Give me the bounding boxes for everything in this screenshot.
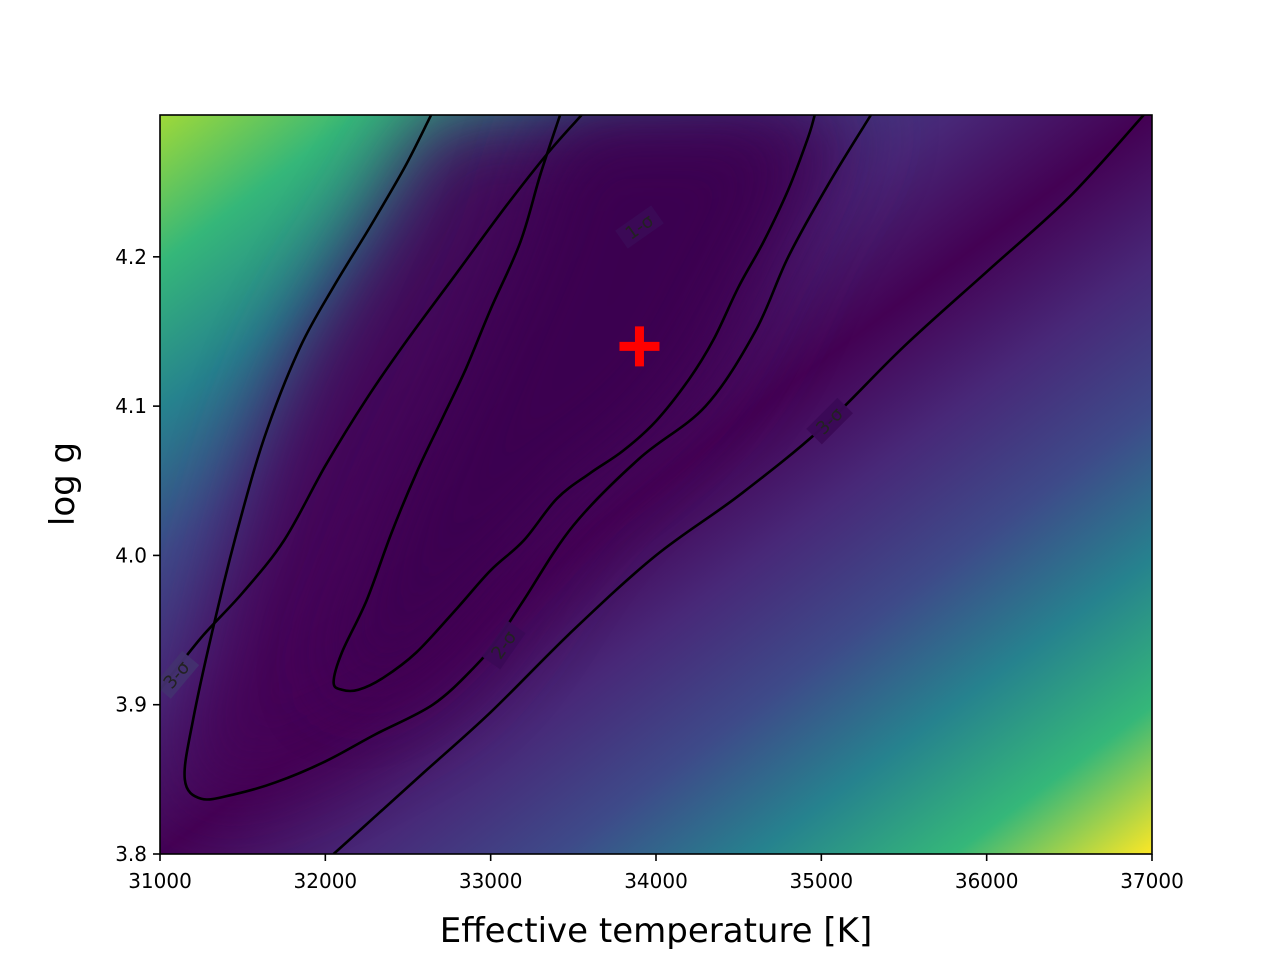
y-axis-ticks: 3.8 3.9 4.0 4.1 4.2 [115, 245, 160, 866]
heatmap-minimum-core [333, 115, 815, 692]
contour-line-3sigma-lower [332, 115, 1145, 854]
plot-area: 1-σ2-σ3-σ3-σ [160, 115, 1152, 854]
y-tick-label: 3.9 [115, 693, 147, 717]
x-axis-label: Effective temperature [K] [440, 911, 873, 951]
contour-line-3sigma [160, 115, 583, 691]
y-tick-label: 4.2 [115, 245, 147, 269]
x-tick-label: 33000 [459, 869, 523, 893]
x-tick-label: 36000 [955, 869, 1019, 893]
x-tick-label: 32000 [294, 869, 358, 893]
y-tick-label: 3.8 [115, 842, 147, 866]
y-tick-label: 4.1 [115, 394, 147, 418]
x-tick-label: 31000 [128, 869, 192, 893]
x-axis-ticks: 31000 32000 33000 34000 35000 36000 37000 [128, 854, 1184, 893]
contour-line-1sigma [332, 115, 816, 693]
x-tick-label: 35000 [790, 869, 854, 893]
contour-lines [160, 115, 1145, 854]
x-tick-label: 37000 [1120, 869, 1184, 893]
contour-labels: 1-σ2-σ3-σ3-σ [160, 205, 853, 699]
y-axis-label: log g [43, 442, 83, 526]
y-tick-label: 4.0 [115, 543, 147, 567]
contour-line-2sigma [183, 115, 873, 801]
x-tick-label: 34000 [624, 869, 688, 893]
best-fit-marker [619, 326, 660, 367]
